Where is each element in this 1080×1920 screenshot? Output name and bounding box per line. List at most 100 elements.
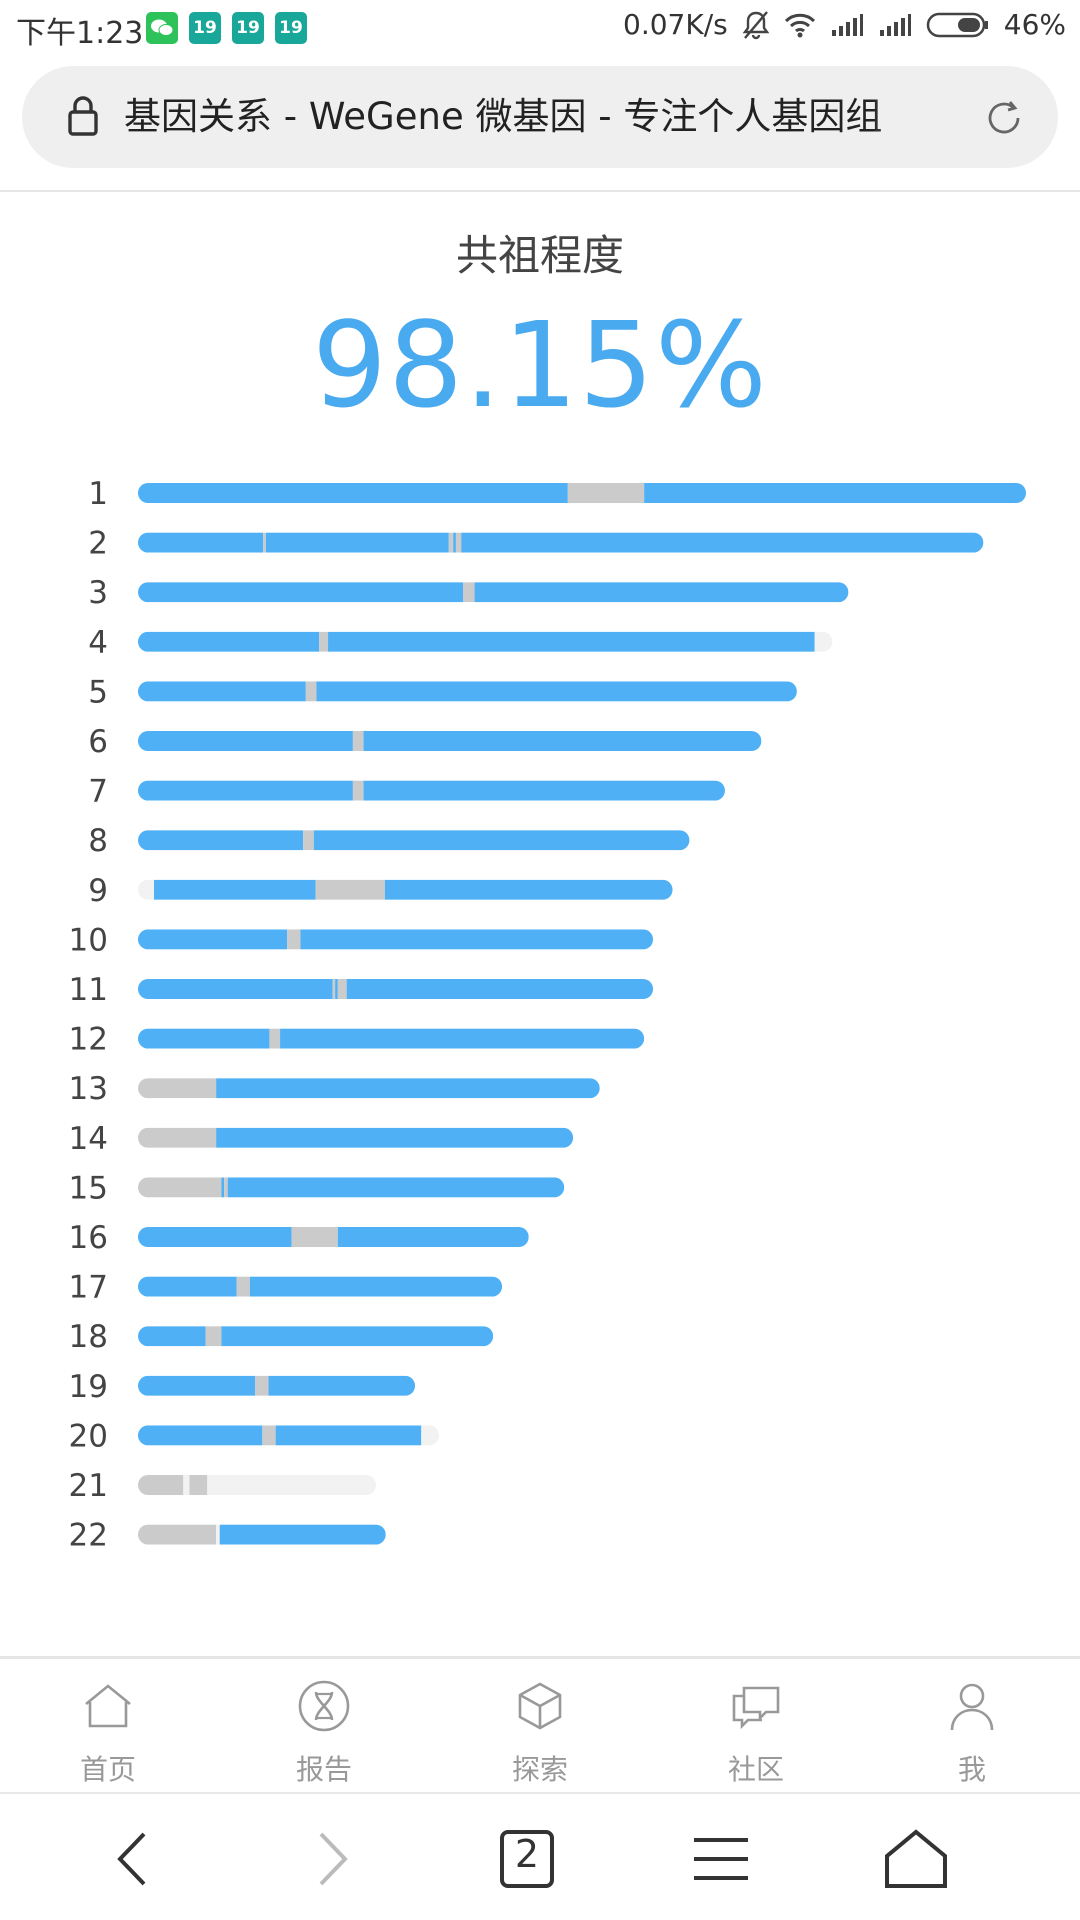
chromosome-row: 14 — [69, 1121, 574, 1157]
chromosome-label: 9 — [88, 873, 108, 909]
segment-not-shared — [189, 1475, 208, 1495]
chromosome-row: 17 — [69, 1270, 503, 1306]
person-icon — [950, 1683, 994, 1731]
notification-icons: 19 19 19 — [146, 12, 307, 44]
segment-shared — [138, 483, 568, 503]
dna-report-icon — [298, 1680, 350, 1732]
chromosome-bar — [138, 979, 654, 999]
segment-not-shared — [262, 1425, 276, 1446]
nav-item-home[interactable]: 首页 — [0, 1660, 216, 1792]
segment-shared — [138, 631, 320, 652]
chromosome-row: 19 — [69, 1369, 416, 1405]
shared-ancestry-percent: 98.15% — [312, 296, 768, 434]
segment-track — [183, 1475, 190, 1495]
segment-not-shared — [269, 1028, 281, 1049]
status-time: 下午1:23 — [16, 16, 144, 51]
chromosome-bar — [138, 929, 654, 950]
chromosome-row: 13 — [69, 1071, 600, 1107]
segment-not-shared — [463, 582, 475, 603]
tabs-icon — [500, 1830, 554, 1888]
status-right: 0.07K/s 46% — [623, 8, 1066, 41]
segment-not-shared — [138, 1127, 217, 1148]
chromosome-label: 10 — [69, 922, 108, 958]
battery-icon — [926, 11, 990, 39]
signal-icon — [878, 12, 912, 38]
home-icon — [85, 1684, 131, 1728]
segment-not-shared — [315, 879, 385, 900]
chromosome-label: 4 — [88, 625, 108, 661]
menu-icon[interactable] — [686, 1824, 756, 1894]
chromosome-row: 5 — [88, 674, 797, 710]
wechat-notification-icon — [146, 12, 178, 44]
chromosome-label: 1 — [88, 476, 108, 512]
segment-shared — [363, 780, 725, 801]
segment-shared — [335, 979, 338, 999]
back-icon[interactable] — [100, 1824, 170, 1894]
home-browser-icon[interactable] — [881, 1824, 951, 1894]
chromosome-bar — [138, 1276, 503, 1297]
chromosome-label: 18 — [69, 1319, 108, 1355]
segment-not-shared — [352, 731, 364, 751]
chromosome-row: 3 — [88, 575, 849, 611]
chromosome-label: 15 — [69, 1170, 108, 1206]
forward-icon[interactable] — [295, 1824, 365, 1894]
segment-not-shared — [352, 780, 364, 801]
segment-not-shared — [138, 1475, 184, 1495]
segment-track — [814, 631, 833, 652]
segment-shared — [153, 879, 316, 900]
chromosome-bar — [138, 1475, 376, 1495]
segment-shared — [138, 1375, 256, 1396]
tab-count: 2 — [514, 1832, 540, 1876]
chromosome-label: 20 — [69, 1418, 108, 1454]
network-speed: 0.07K/s — [623, 8, 728, 41]
chromosome-row: 21 — [69, 1468, 376, 1504]
bottom-nav: 首页 报告 探索 社区 我 — [0, 1660, 1080, 1792]
segment-shared — [300, 929, 654, 950]
segment-shared — [138, 681, 306, 702]
segment-not-shared — [263, 532, 266, 553]
chromosome-label: 16 — [69, 1220, 108, 1256]
page-title-url[interactable]: 基因关系 - WeGene 微基因 - 专注个人基因组 — [124, 95, 883, 138]
segment-shared — [384, 879, 673, 900]
reload-icon[interactable] — [982, 96, 1026, 144]
segment-shared — [221, 1177, 225, 1198]
segment-shared — [138, 979, 333, 999]
segment-shared — [138, 929, 288, 950]
nav-item-community[interactable]: 社区 — [648, 1660, 864, 1792]
chromosome-bar — [138, 1227, 529, 1247]
chromosome-bar — [138, 1078, 600, 1099]
segment-shared — [474, 582, 849, 603]
chromosome-row: 16 — [69, 1220, 529, 1256]
segment-shared — [138, 1425, 263, 1446]
segment-shared — [216, 1127, 574, 1148]
segment-shared — [280, 1028, 645, 1049]
calendar-notification-icon: 19 — [189, 12, 221, 44]
segment-shared — [216, 1078, 600, 1099]
nav-item-explore[interactable]: 探索 — [432, 1660, 648, 1792]
tabs-button[interactable]: 2 — [492, 1824, 562, 1894]
segment-not-shared — [205, 1326, 222, 1347]
chromosome-bar — [138, 532, 984, 553]
chromosome-row: 2 — [88, 526, 984, 562]
chromosome-row: 22 — [69, 1518, 386, 1554]
address-bar[interactable]: 基因关系 - WeGene 微基因 - 专注个人基因组 — [22, 66, 1058, 168]
segment-not-shared — [305, 681, 317, 702]
chromosome-row: 8 — [88, 823, 690, 859]
nav-item-me[interactable]: 我 — [864, 1660, 1080, 1792]
segment-track — [207, 1475, 376, 1495]
chromosome-label: 22 — [69, 1518, 108, 1554]
segment-shared — [221, 1326, 494, 1347]
nav-item-report[interactable]: 报告 — [216, 1660, 432, 1792]
cube-icon — [518, 1682, 562, 1730]
nav-label: 社区 — [727, 1753, 784, 1786]
segment-shared — [138, 1227, 292, 1247]
nav-label: 我 — [957, 1753, 986, 1786]
chromosome-row: 18 — [69, 1319, 494, 1355]
segment-track — [421, 1425, 440, 1446]
nav-label: 首页 — [79, 1753, 136, 1786]
browser-toolbar: 2 — [0, 1794, 1080, 1920]
chromosome-row: 4 — [88, 625, 833, 661]
chromosome-bar — [138, 1127, 574, 1148]
segment-not-shared — [291, 1227, 338, 1247]
